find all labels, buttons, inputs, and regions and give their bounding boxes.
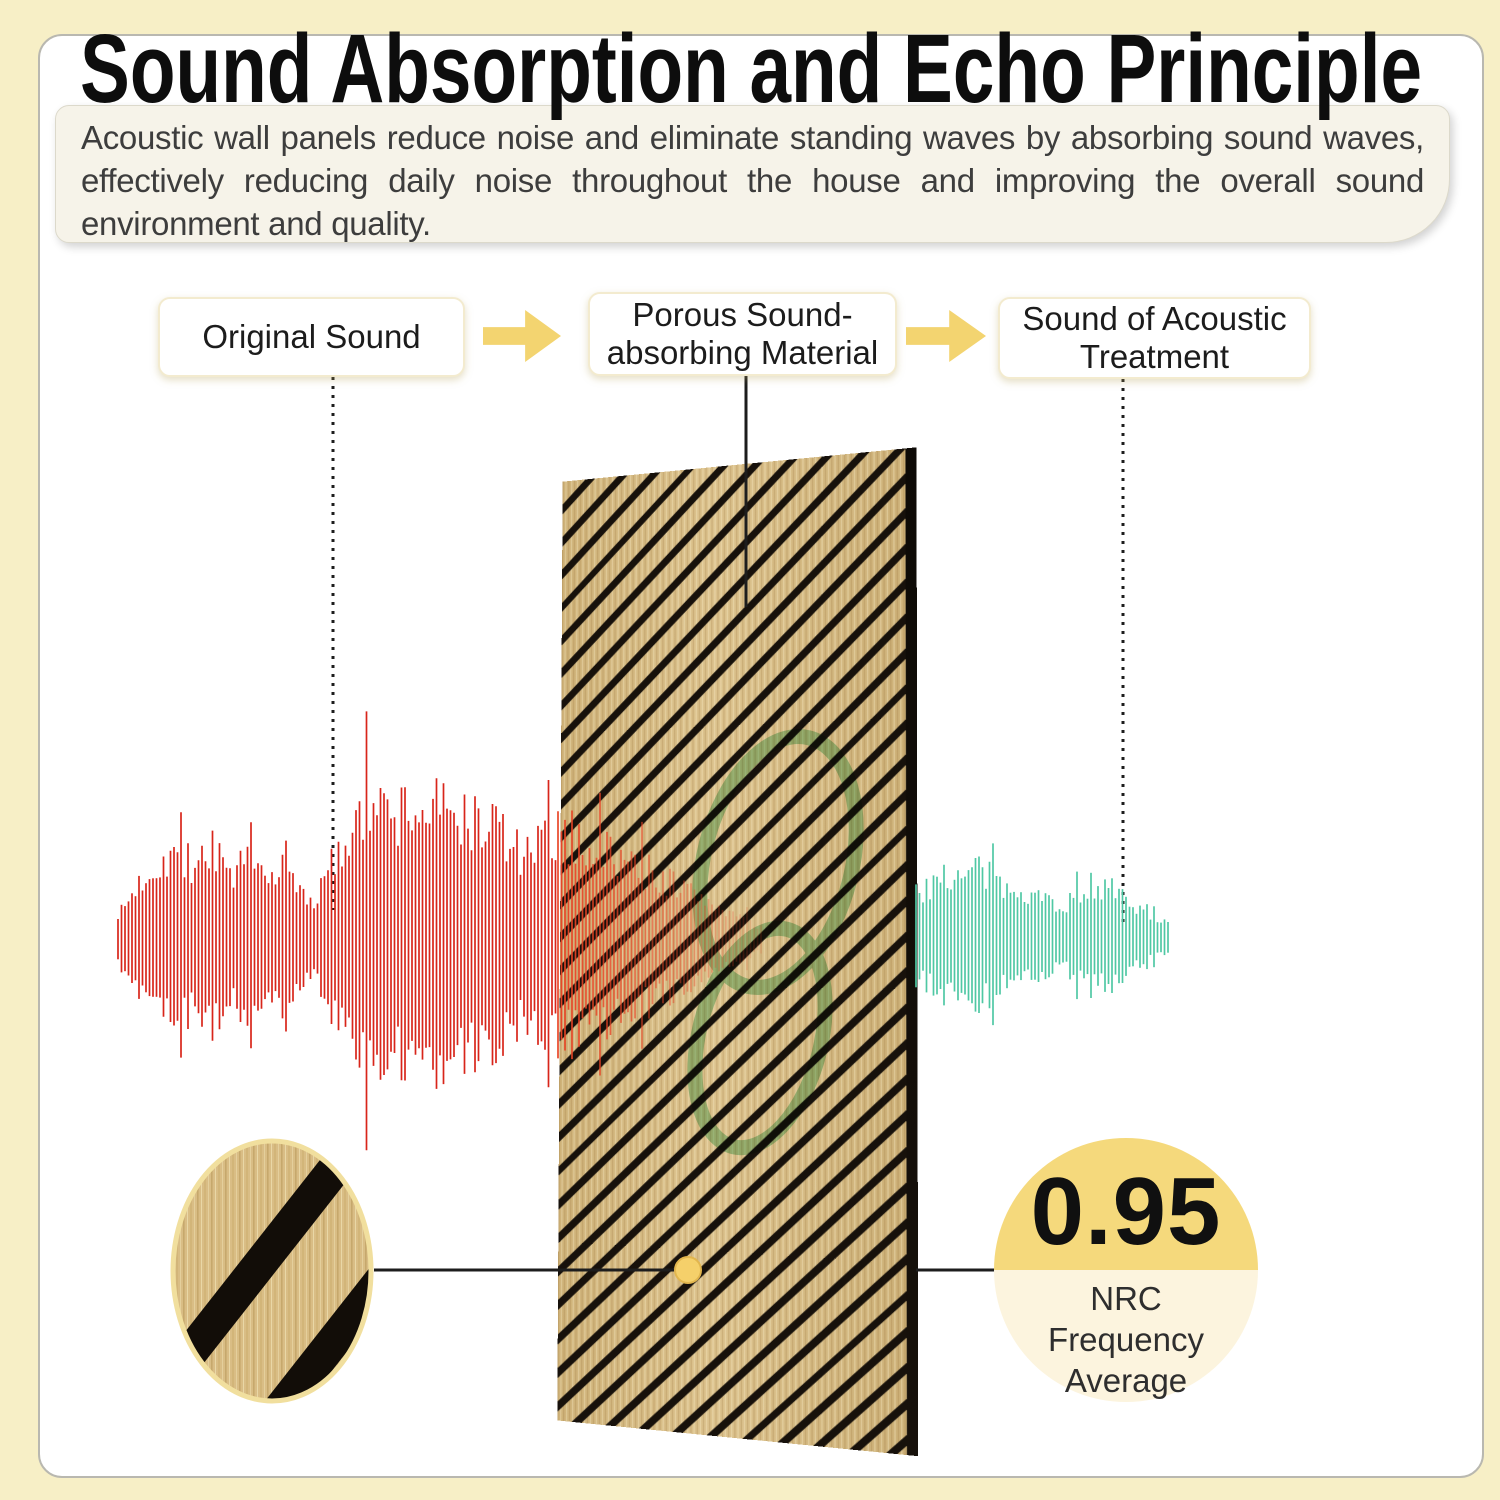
- connector-lines: [331, 374, 1125, 925]
- green-echo-coil-icon: [687, 729, 864, 1156]
- flow-step-label: Sound of Acoustic Treatment: [1022, 300, 1287, 375]
- page-title-wrap: Sound Absorption and Echo Principle: [80, 14, 1422, 120]
- nrc-label: NRC Frequency Average: [1048, 1280, 1204, 1399]
- magnifier-connector: [374, 1256, 996, 1284]
- description-box: Acoustic wall panels reduce noise and el…: [55, 105, 1450, 243]
- nrc-value: 0.95: [1030, 1158, 1222, 1265]
- original-sound-waveform: [117, 711, 557, 1151]
- flow-step-treated-sound: Sound of Acoustic Treatment: [998, 297, 1311, 379]
- treated-sound-waveform: [915, 843, 1169, 1026]
- flow-step-label: Porous Sound-absorbing Material: [606, 296, 879, 371]
- zoom-detail-circle: [170, 1138, 374, 1404]
- page-title: Sound Absorption and Echo Principle: [80, 14, 1422, 120]
- flow-step-original-sound: Original Sound: [158, 297, 465, 377]
- absorbed-sound-waveform: [557, 792, 762, 1076]
- flow-step-porous-material: Porous Sound-absorbing Material: [588, 292, 897, 376]
- nrc-rating-badge: 0.95 NRC Frequency Average: [994, 1138, 1258, 1402]
- description-text: Acoustic wall panels reduce noise and el…: [81, 119, 1424, 242]
- flow-step-label: Original Sound: [202, 318, 421, 355]
- panel-marker-dot: [674, 1256, 702, 1284]
